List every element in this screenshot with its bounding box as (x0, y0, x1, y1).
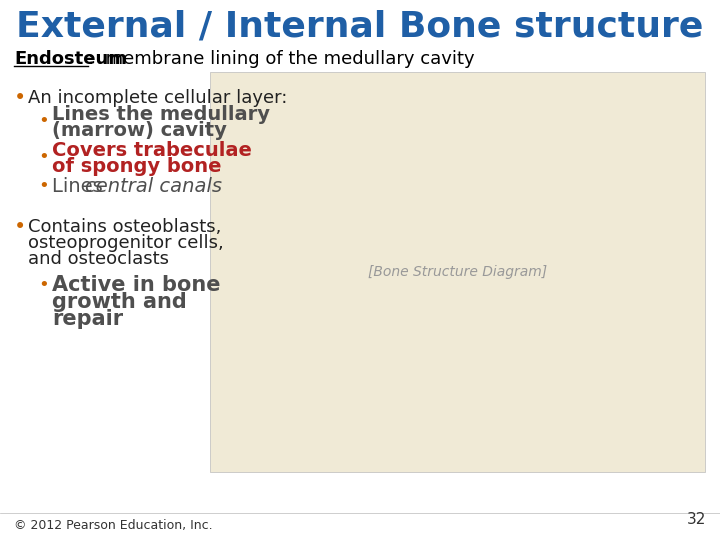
Text: •: • (38, 276, 49, 294)
Text: [Bone Structure Diagram]: [Bone Structure Diagram] (368, 265, 547, 279)
Text: growth and: growth and (52, 292, 186, 312)
Text: Lines: Lines (52, 177, 109, 195)
Text: •: • (38, 177, 49, 195)
Text: Covers trabeculae: Covers trabeculae (52, 140, 252, 159)
Text: Endosteum: Endosteum (14, 50, 127, 68)
Text: Active in bone: Active in bone (52, 275, 220, 295)
Text: :  membrane lining of the medullary cavity: : membrane lining of the medullary cavit… (88, 50, 474, 68)
Text: Lines the medullary: Lines the medullary (52, 105, 270, 124)
Text: An incomplete cellular layer:: An incomplete cellular layer: (28, 89, 287, 107)
Text: © 2012 Pearson Education, Inc.: © 2012 Pearson Education, Inc. (14, 519, 212, 532)
Text: Contains osteoblasts,: Contains osteoblasts, (28, 218, 221, 236)
FancyBboxPatch shape (210, 72, 705, 472)
Text: •: • (38, 112, 49, 130)
Text: central canals: central canals (85, 177, 222, 195)
Text: •: • (38, 148, 49, 166)
Text: •: • (14, 217, 26, 237)
Text: 32: 32 (687, 512, 706, 528)
Text: of spongy bone: of spongy bone (52, 157, 222, 176)
Text: •: • (14, 88, 26, 108)
Text: repair: repair (52, 309, 123, 329)
Text: osteoprogenitor cells,: osteoprogenitor cells, (28, 234, 224, 252)
Text: (marrow) cavity: (marrow) cavity (52, 120, 227, 139)
Text: External / Internal Bone structure: External / Internal Bone structure (17, 10, 703, 44)
Text: and osteoclasts: and osteoclasts (28, 250, 169, 268)
